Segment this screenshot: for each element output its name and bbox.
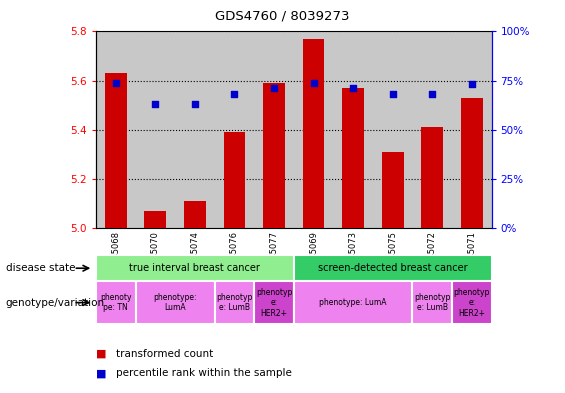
Bar (254, 31, 294, 228)
Text: phenotype:
LumA: phenotype: LumA (154, 293, 197, 312)
Point (428, 91, 437, 97)
Bar (412, 31, 452, 228)
Text: genotype/variation: genotype/variation (6, 298, 105, 308)
Bar (184, 201, 206, 228)
Point (230, 91, 239, 97)
Text: phenotyp
e:
HER2+: phenotyp e: HER2+ (256, 288, 292, 318)
Bar (294, 255, 492, 281)
Point (111, 79, 120, 86)
Bar (96, 281, 136, 324)
Text: screen-detected breast cancer: screen-detected breast cancer (318, 263, 467, 273)
Bar (96, 31, 136, 228)
Bar (175, 31, 215, 228)
Text: disease state: disease state (6, 263, 75, 273)
Text: GDS4760 / 8039273: GDS4760 / 8039273 (215, 10, 350, 23)
Bar (452, 31, 492, 228)
Bar (342, 88, 364, 228)
Bar (105, 73, 127, 228)
Bar (136, 281, 215, 324)
Bar (382, 152, 403, 228)
Point (388, 91, 397, 97)
Bar (215, 31, 254, 228)
Point (309, 79, 318, 86)
Text: phenoty
pe: TN: phenoty pe: TN (100, 293, 132, 312)
Bar (461, 98, 483, 228)
Bar (224, 132, 245, 228)
Bar (294, 31, 333, 228)
Point (151, 101, 160, 107)
Text: phenotyp
e: LumB: phenotyp e: LumB (414, 293, 450, 312)
Text: ■: ■ (96, 349, 110, 359)
Bar (421, 127, 443, 228)
Point (190, 101, 199, 107)
Text: percentile rank within the sample: percentile rank within the sample (116, 368, 292, 378)
Bar (303, 39, 324, 228)
Bar (215, 281, 254, 324)
Text: true interval breast cancer: true interval breast cancer (129, 263, 260, 273)
Bar (263, 83, 285, 228)
Bar (145, 211, 166, 228)
Text: phenotyp
e:
HER2+: phenotyp e: HER2+ (454, 288, 490, 318)
Bar (452, 281, 492, 324)
Text: ■: ■ (96, 368, 110, 378)
Bar (96, 255, 294, 281)
Text: transformed count: transformed count (116, 349, 213, 359)
Text: phenotype: LumA: phenotype: LumA (319, 298, 387, 307)
Bar (254, 281, 294, 324)
Bar (136, 31, 175, 228)
Bar (412, 281, 452, 324)
Point (270, 85, 279, 92)
Bar (294, 281, 412, 324)
Point (349, 85, 358, 92)
Bar (373, 31, 412, 228)
Point (467, 81, 476, 88)
Bar (333, 31, 373, 228)
Text: phenotyp
e: LumB: phenotyp e: LumB (216, 293, 253, 312)
